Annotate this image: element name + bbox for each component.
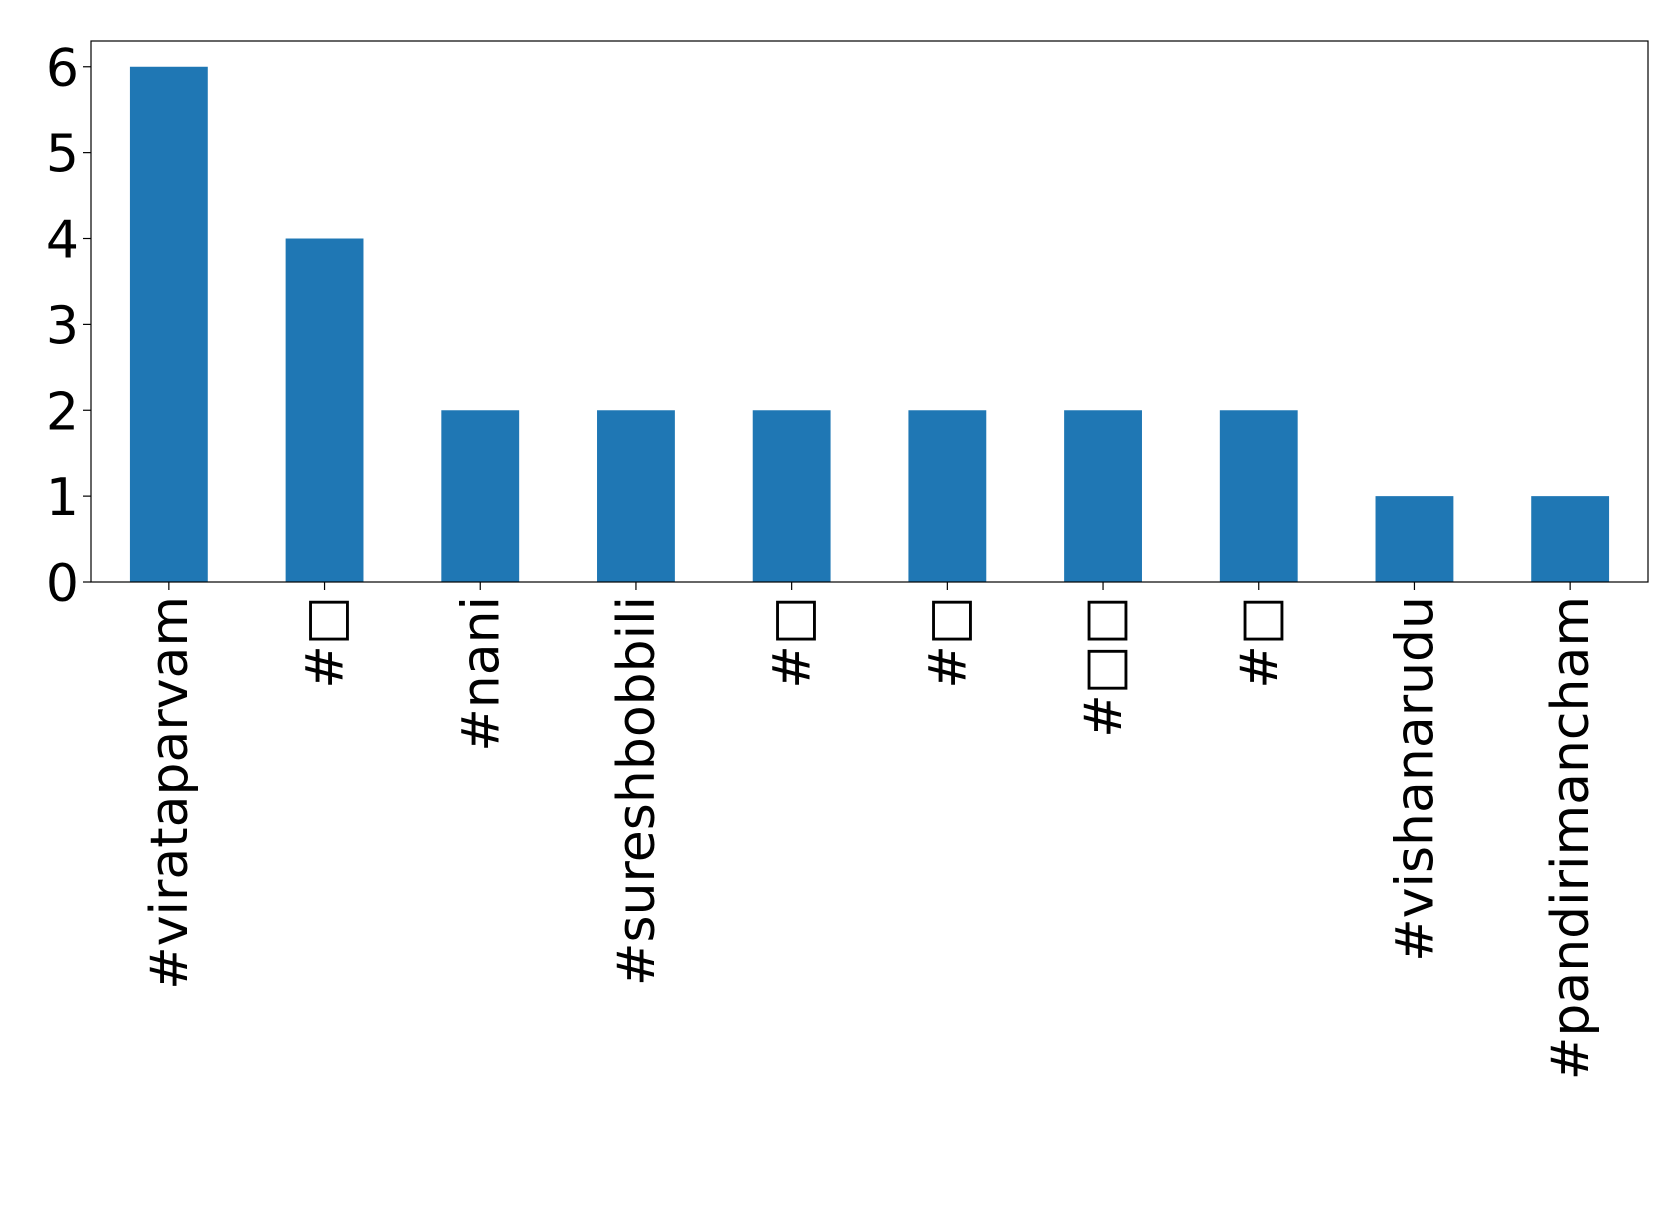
y-tick-label: 5 bbox=[46, 125, 79, 185]
x-tick-label: #pandirimancham bbox=[1541, 596, 1601, 1080]
y-tick-label: 2 bbox=[46, 382, 79, 442]
x-tick-label: #sureshbobbili bbox=[607, 596, 667, 986]
x-tick-label: #□ bbox=[296, 596, 356, 689]
bar bbox=[1531, 496, 1610, 582]
bar bbox=[752, 410, 831, 582]
bar bbox=[1064, 410, 1142, 582]
bar bbox=[597, 410, 675, 582]
y-tick-label: 1 bbox=[46, 468, 79, 528]
plot-frame bbox=[90, 40, 1649, 583]
x-tick-label: #viratаparvam bbox=[140, 596, 200, 990]
y-tick-label: 6 bbox=[46, 39, 79, 99]
x-tick-label: #vishanarudu bbox=[1385, 596, 1445, 962]
x-tick-label: #□ bbox=[1230, 596, 1290, 689]
x-tick-label: #nani bbox=[451, 596, 511, 752]
x-tick-label: #□ bbox=[763, 596, 823, 689]
bar bbox=[129, 66, 208, 582]
bar bbox=[441, 410, 520, 582]
x-tick-label: #□□ bbox=[1074, 596, 1134, 738]
bar bbox=[285, 238, 364, 582]
y-tick-label: 4 bbox=[46, 211, 79, 271]
bar bbox=[908, 410, 987, 582]
bar bbox=[1219, 410, 1298, 582]
y-tick-label: 3 bbox=[46, 296, 79, 356]
bar bbox=[1375, 496, 1454, 582]
x-tick-label: #□ bbox=[918, 596, 978, 689]
y-tick-label: 0 bbox=[46, 554, 79, 614]
